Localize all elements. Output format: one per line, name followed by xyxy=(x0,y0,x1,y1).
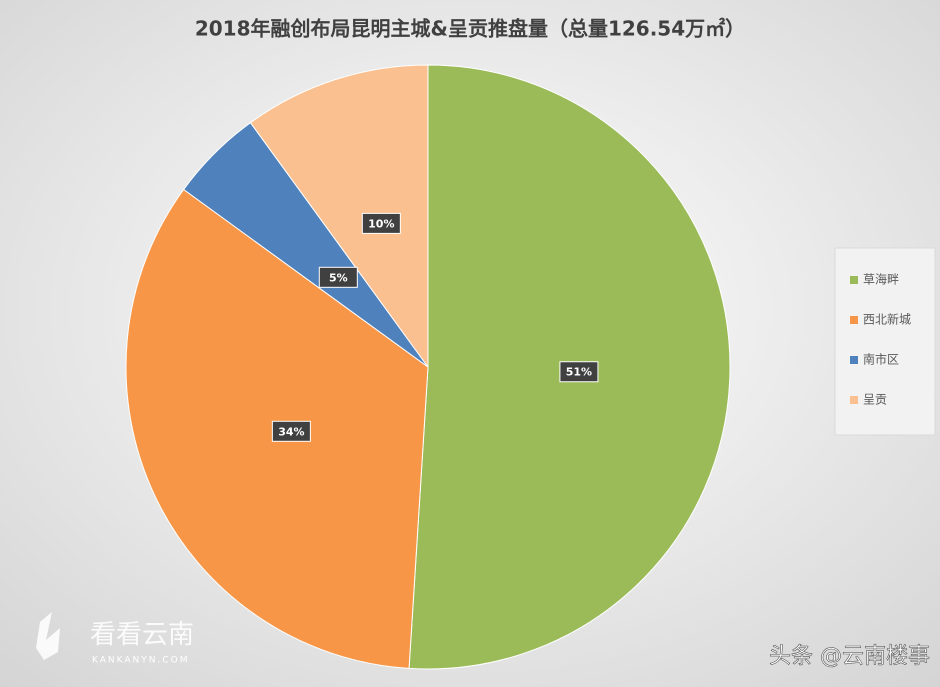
chart-title: 2018年融创布局昆明主城&呈贡推盘量（总量126.54万㎡） xyxy=(195,17,745,41)
legend-swatch xyxy=(850,356,858,364)
data-label: 51% xyxy=(566,366,592,379)
data-label-box xyxy=(559,361,599,383)
logo-icon xyxy=(36,612,60,660)
legend-label: 西北新城 xyxy=(863,312,911,327)
watermark-logo: 看看云南 KANKANYN.COM xyxy=(36,612,194,666)
data-label-box xyxy=(271,420,311,442)
legend-label: 草海畔 xyxy=(863,272,899,287)
data-label-box xyxy=(361,212,401,234)
legend-label: 呈贡 xyxy=(863,393,887,407)
logo-text: 看看云南 xyxy=(90,620,194,650)
legend-label: 南市区 xyxy=(863,352,899,367)
source-watermark: 头条 @云南楼事 xyxy=(769,644,930,669)
data-label: 10% xyxy=(368,217,394,230)
data-label: 5% xyxy=(329,271,348,284)
legend-swatch xyxy=(850,316,858,324)
data-label: 34% xyxy=(278,425,304,438)
legend-swatch xyxy=(850,276,858,284)
legend-swatch xyxy=(850,396,858,404)
logo-domain: KANKANYN.COM xyxy=(92,656,190,666)
pie-slice xyxy=(249,64,429,369)
data-label-box xyxy=(318,266,358,288)
